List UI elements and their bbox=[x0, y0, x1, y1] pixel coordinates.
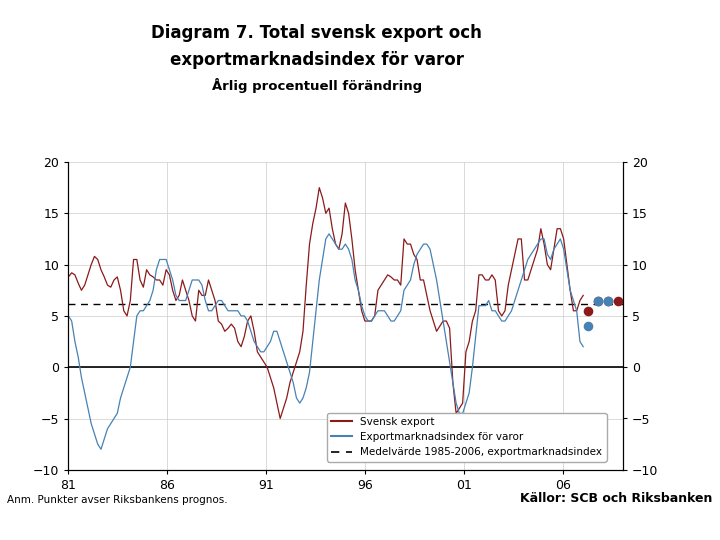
Point bbox=[593, 296, 604, 305]
Text: SVERIGES
RIKSBANK: SVERIGES RIKSBANK bbox=[636, 69, 673, 79]
Text: exportmarknadsindex för varor: exportmarknadsindex för varor bbox=[170, 51, 464, 69]
Point bbox=[593, 296, 604, 305]
Legend: Svensk export, Exportmarknadsindex för varor, Medelvärde 1985-2006, exportmarkna: Svensk export, Exportmarknadsindex för v… bbox=[327, 413, 606, 462]
Text: Källor: SCB och Riksbanken: Källor: SCB och Riksbanken bbox=[521, 492, 713, 505]
Point bbox=[602, 296, 613, 305]
Point bbox=[582, 322, 594, 330]
Point bbox=[582, 306, 594, 315]
Point bbox=[612, 296, 624, 305]
Text: Diagram 7. Total svensk export och: Diagram 7. Total svensk export och bbox=[151, 24, 482, 42]
Text: Anm. Punkter avser Riksbankens prognos.: Anm. Punkter avser Riksbankens prognos. bbox=[7, 495, 228, 505]
Text: Årlig procentuell förändring: Årlig procentuell förändring bbox=[212, 78, 422, 93]
Point bbox=[602, 296, 613, 305]
